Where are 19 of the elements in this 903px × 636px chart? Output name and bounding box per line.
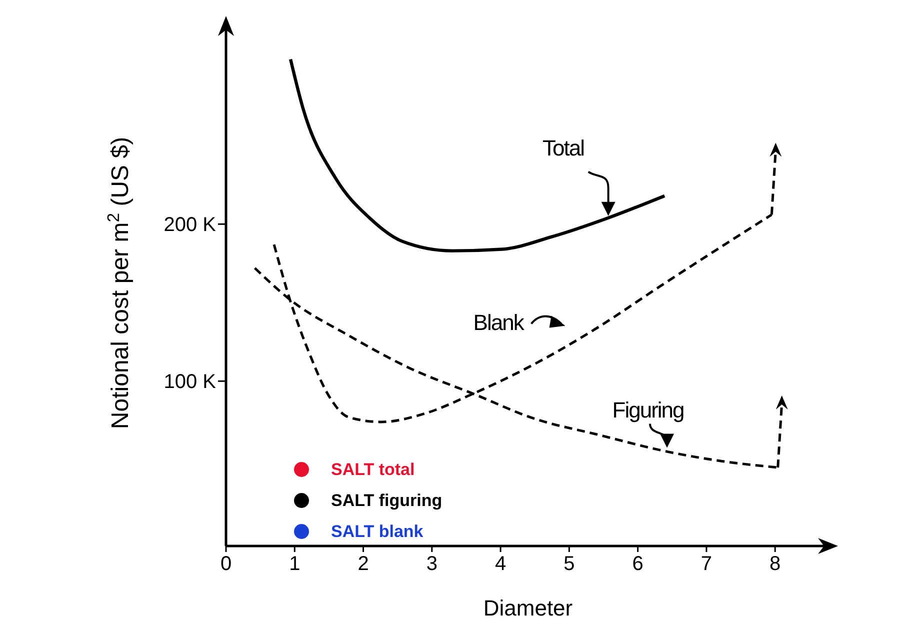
x-tick-label: 0 — [220, 553, 232, 575]
y-tick-label: 100 K — [164, 371, 217, 394]
text: Total — [542, 135, 584, 160]
legend-label: SALT blank — [331, 521, 424, 543]
x-tick-label: 5 — [564, 553, 575, 575]
x-tick-label: 3 — [426, 553, 438, 575]
legend-label: SALT total — [331, 459, 415, 481]
x-tick-label: 2 — [358, 553, 369, 575]
x-tick-label: 4 — [494, 553, 506, 575]
series-label: Figuring — [612, 397, 684, 422]
x-tick-label: 8 — [770, 553, 781, 575]
x-axis-title: Diameter — [483, 596, 573, 621]
x-tick-label: 6 — [632, 553, 644, 575]
series-label: Blank — [473, 310, 526, 336]
legend-label: SALT figuring — [331, 490, 442, 512]
x-tick-label: 1 — [289, 553, 300, 575]
y-tick-label: 200 K — [164, 214, 217, 236]
line-series — [288, 58, 666, 252]
x-tick-label: 7 — [700, 553, 712, 575]
